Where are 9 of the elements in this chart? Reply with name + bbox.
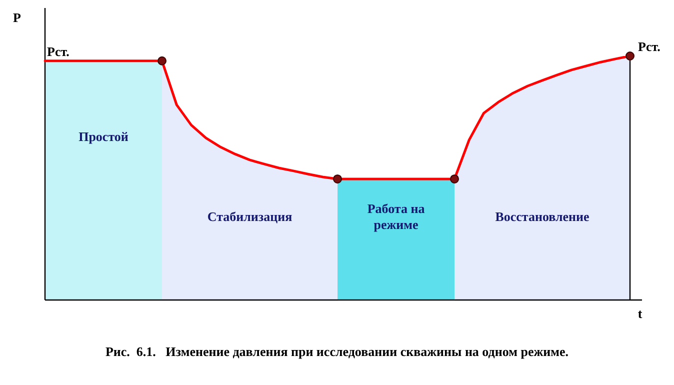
text: Рст. — [638, 39, 660, 54]
annotation: Рст. — [47, 44, 70, 59]
annotation: Стабилизация — [207, 209, 292, 224]
x-axis-title: t — [638, 306, 643, 321]
annotation: Работа на режиме — [367, 201, 426, 232]
annotation: Простой — [78, 128, 129, 144]
annotation: Восстановление — [495, 209, 590, 224]
text: Рис. 6.1. Изменение давления при исследовании скважины на одном режиме. — [105, 344, 569, 359]
y-axis-title: P — [13, 10, 22, 25]
